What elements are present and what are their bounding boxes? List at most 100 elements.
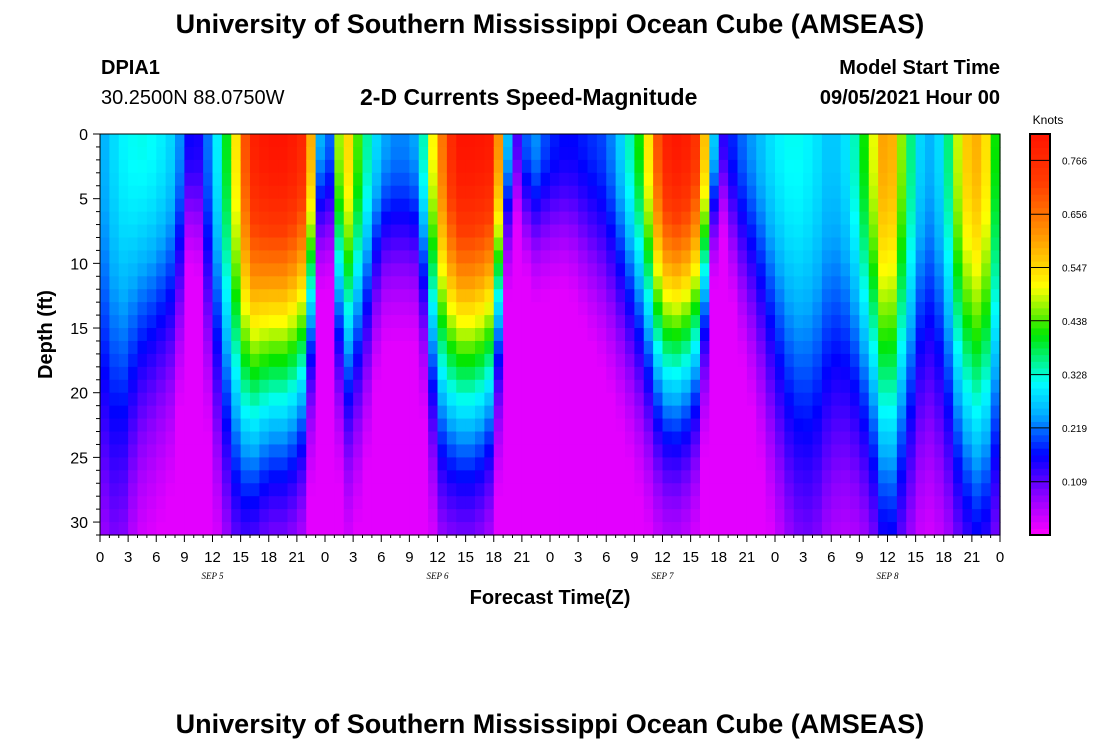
heatmap-cell [446, 315, 457, 329]
heatmap-cell [109, 289, 120, 303]
heatmap-cell [259, 483, 270, 497]
heatmap-cell [193, 405, 204, 420]
heatmap-cell [662, 392, 673, 407]
heatmap-cell [643, 431, 654, 446]
heatmap-cell [315, 444, 326, 458]
x-tick-label: 0 [546, 549, 554, 566]
heatmap-cell [540, 444, 551, 458]
heatmap-cell [146, 392, 157, 407]
x-tick-label: 9 [855, 549, 863, 566]
heatmap-cell [634, 185, 645, 200]
heatmap-cell [859, 353, 870, 368]
heatmap-cell [625, 263, 635, 277]
heatmap-cell [662, 353, 673, 368]
heatmap-cell [446, 457, 457, 471]
heatmap-cell [906, 353, 917, 368]
heatmap-cell [634, 431, 645, 446]
heatmap-cell [915, 224, 926, 239]
heatmap-cell [531, 211, 542, 226]
heatmap-cell [203, 185, 214, 200]
heatmap-cell [353, 211, 364, 226]
heatmap-cell [456, 379, 467, 394]
heatmap-cell [446, 444, 457, 458]
heatmap-cell [184, 250, 195, 264]
heatmap-cell [625, 483, 635, 497]
heatmap-cell [953, 353, 964, 368]
heatmap-cell [390, 457, 401, 471]
heatmap-cell [446, 483, 457, 497]
heatmap-cell [428, 276, 439, 290]
heatmap-cell [381, 405, 392, 420]
heatmap-cell [456, 198, 467, 213]
heatmap-cell [653, 146, 664, 161]
heatmap-cell [287, 328, 298, 342]
heatmap-cell [812, 496, 823, 510]
heatmap-cell [718, 146, 729, 161]
heatmap-cell [465, 418, 476, 433]
heatmap-cell [746, 315, 757, 329]
heatmap-cell [409, 198, 420, 213]
heatmap-cell [128, 457, 139, 471]
colorbar-tick-label: 0.109 [1062, 478, 1087, 489]
heatmap-cell [606, 328, 617, 342]
heatmap-cell [568, 509, 579, 523]
heatmap-cell [240, 457, 251, 471]
heatmap-cell [831, 134, 842, 148]
heatmap-cell [484, 315, 495, 329]
heatmap-cell [390, 224, 401, 239]
heatmap-cell [475, 289, 485, 303]
heatmap-cell [728, 444, 739, 458]
heatmap-cell [615, 444, 626, 458]
heatmap-cell [306, 263, 317, 277]
heatmap-cell [493, 224, 504, 239]
heatmap-cell [793, 522, 804, 536]
heatmap-cell [709, 198, 720, 213]
heatmap-cell [700, 392, 710, 407]
heatmap-cell [690, 289, 701, 303]
heatmap-cell [437, 237, 448, 252]
heatmap-cell [840, 405, 851, 420]
heatmap-cell [596, 353, 607, 368]
heatmap-cell [606, 392, 617, 407]
heatmap-cell [334, 315, 345, 329]
heatmap-cell [240, 159, 251, 174]
heatmap-cell [109, 276, 120, 290]
heatmap-cell [737, 237, 748, 252]
heatmap-cell [606, 159, 617, 174]
heatmap-cell [409, 134, 420, 148]
heatmap-cell [493, 146, 504, 161]
heatmap-cell [503, 522, 514, 536]
heatmap-cell [550, 405, 560, 420]
heatmap-cell [596, 289, 607, 303]
heatmap-cell [231, 134, 242, 148]
heatmap-cell [259, 302, 270, 316]
heatmap-cell [306, 418, 317, 433]
heatmap-cell [325, 379, 335, 394]
heatmap-cell [746, 353, 757, 368]
heatmap-cell [512, 522, 523, 536]
heatmap-cell [212, 496, 223, 510]
heatmap-cell [803, 340, 814, 355]
heatmap-cell [812, 263, 823, 277]
heatmap-cell [896, 237, 907, 252]
heatmap-cell [118, 302, 129, 316]
colorbar-swatch [1030, 234, 1050, 242]
date-label: SEP 5 [201, 571, 224, 581]
heatmap-cell [512, 444, 523, 458]
heatmap-cell [568, 418, 579, 433]
heatmap-cell [193, 198, 204, 213]
heatmap-cell [793, 366, 804, 381]
heatmap-cell [756, 405, 767, 420]
heatmap-cell [653, 172, 664, 187]
heatmap-cell [653, 470, 664, 484]
heatmap-cell [203, 315, 214, 329]
heatmap-cell [587, 315, 598, 329]
heatmap-cell [831, 392, 842, 407]
heatmap-cell [390, 237, 401, 252]
heatmap-cell [690, 379, 701, 394]
heatmap-cell [146, 211, 157, 226]
heatmap-cell [175, 457, 185, 471]
heatmap-cell [137, 379, 148, 394]
heatmap-cell [943, 522, 954, 536]
heatmap-cell [343, 134, 354, 148]
